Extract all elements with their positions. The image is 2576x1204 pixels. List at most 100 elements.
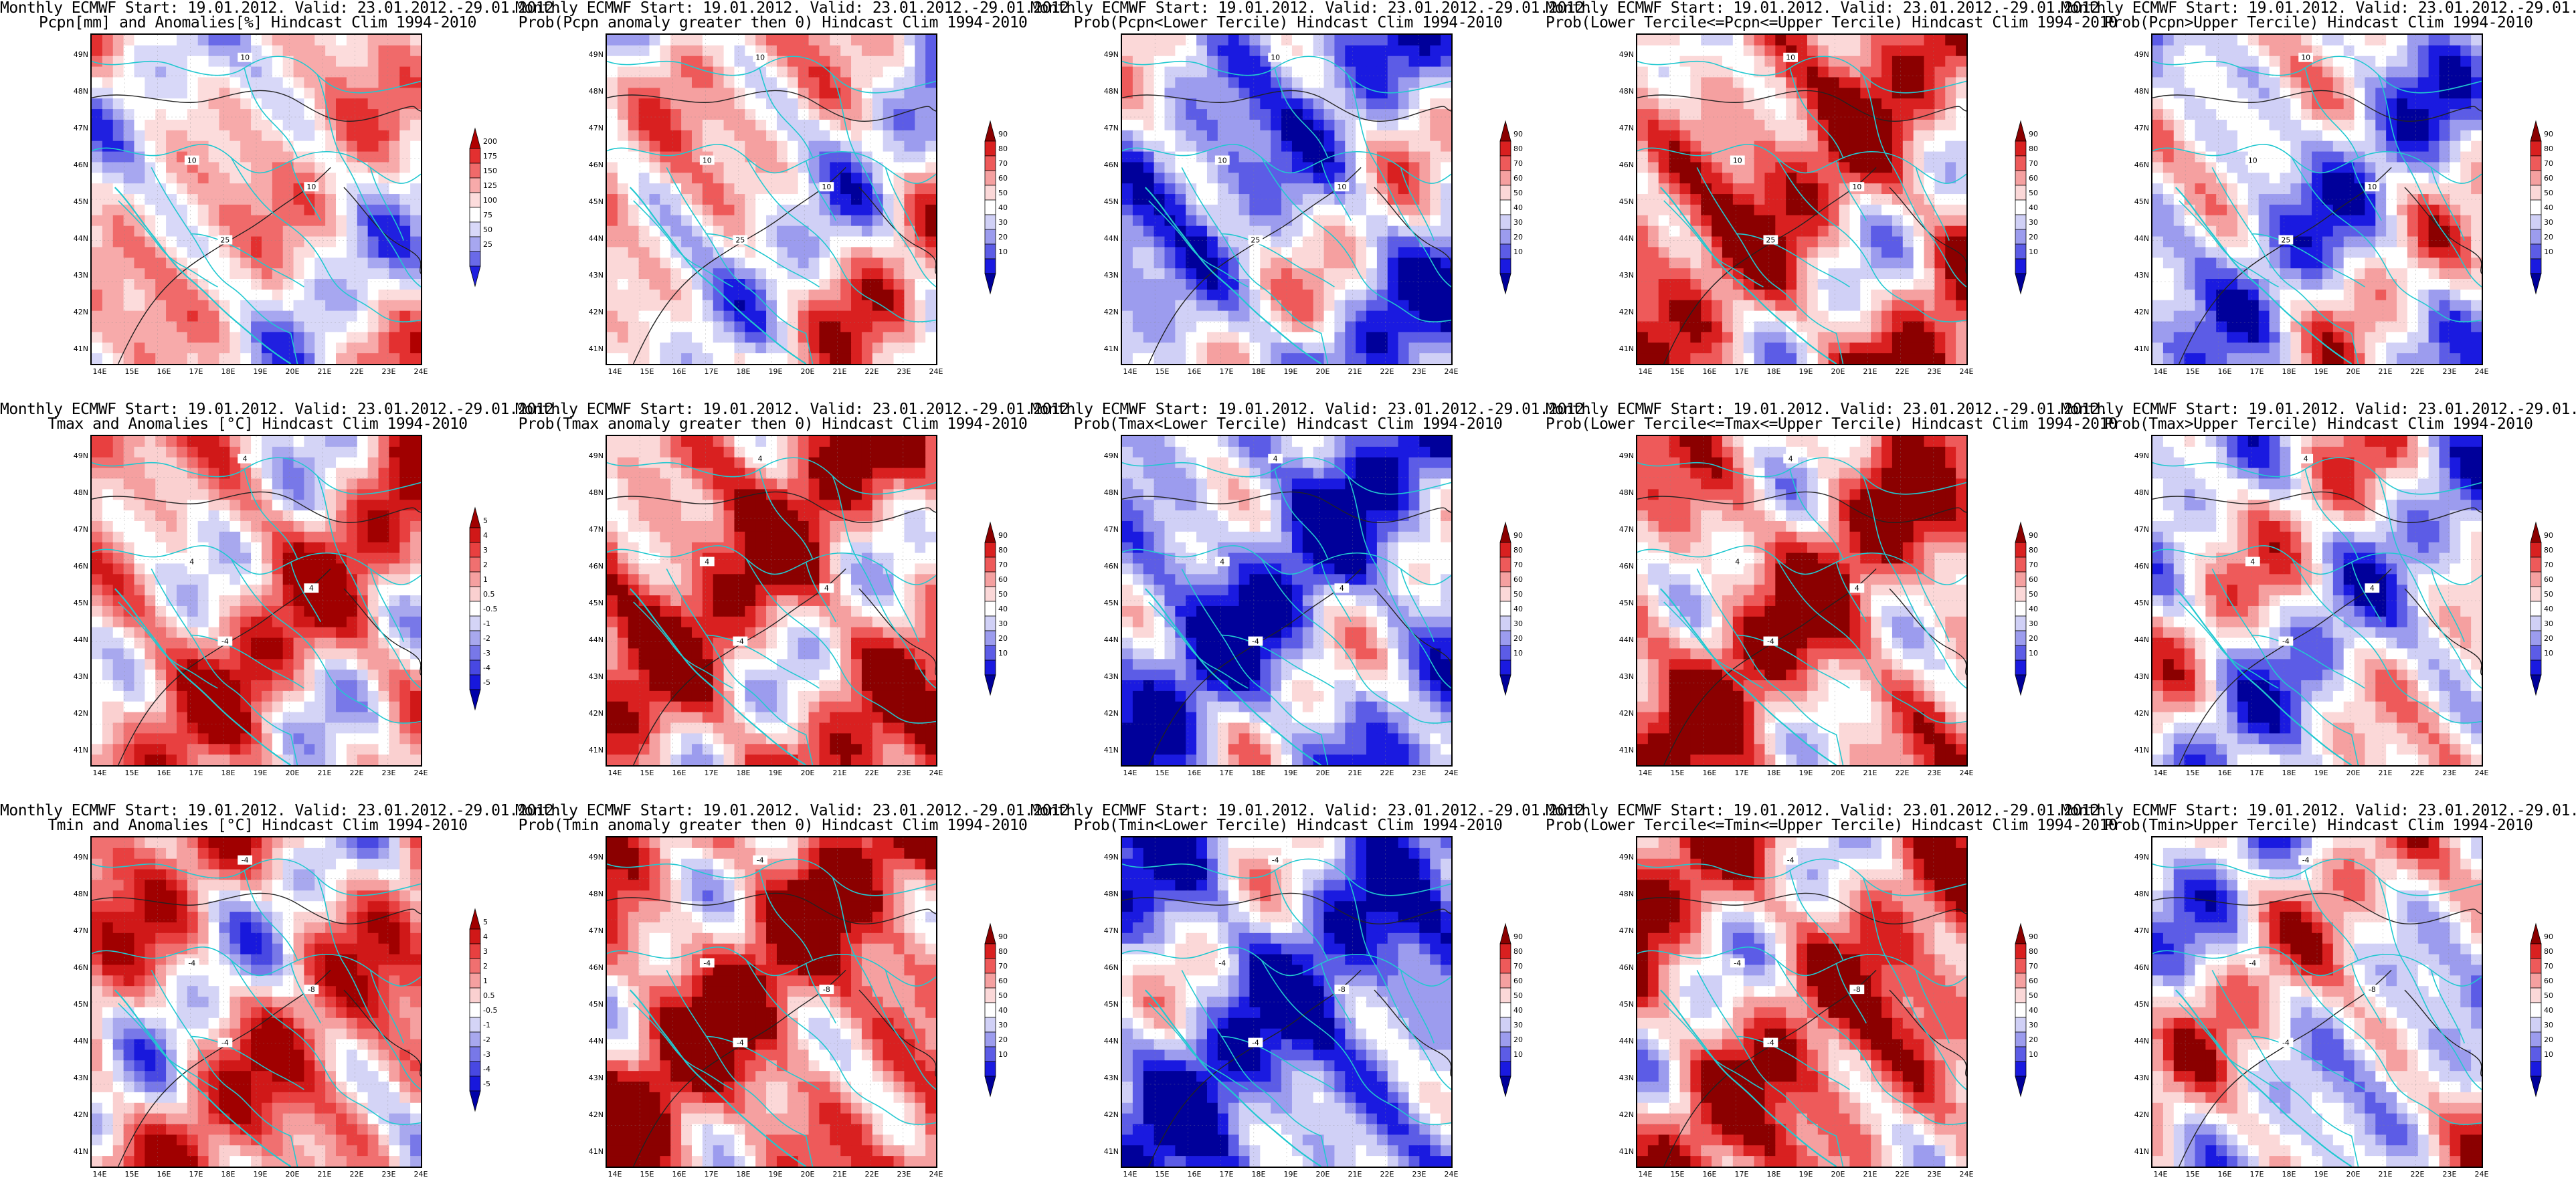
map-fill: -4 -4 -8 -4 (1637, 837, 1966, 1167)
contour-label: -4 (1730, 958, 1745, 967)
map-fill: 4 4 4 -4 (607, 436, 936, 765)
lat-tick-label: 46N (1619, 963, 1634, 972)
colorbar-swatch (2530, 185, 2542, 201)
lon-tick-label: 23E (2442, 367, 2457, 376)
lat-tick-label: 47N (588, 124, 604, 132)
colorbar-swatch (1499, 987, 1511, 1003)
lon-tick-label: 14E (92, 367, 107, 376)
colorbar-label: 20 (1513, 1035, 1523, 1044)
colorbar-label: 40 (1513, 203, 1523, 212)
colorbar-swatch (2015, 1046, 2027, 1062)
colorbar-label: 20 (2029, 1035, 2038, 1044)
lon-tick-label: 16E (157, 367, 171, 376)
lon-tick-label: 16E (1187, 769, 1202, 777)
lat-tick-label: 43N (1619, 672, 1634, 681)
colorbar-swatch (469, 630, 481, 646)
colorbar-label: 1 (483, 977, 488, 985)
colorbar-swatch (1499, 1017, 1511, 1033)
colorbar-label: 60 (2029, 977, 2038, 985)
colorbar-swatch (1499, 1002, 1511, 1018)
lat-tick-label: 44N (73, 635, 88, 644)
colorbar-swatch (469, 674, 481, 690)
lat-tick-label: 41N (1103, 344, 1119, 353)
colorbar-label: 90 (2544, 130, 2553, 138)
lon-tick-label: 18E (221, 769, 236, 777)
colorbar-label: 10 (1513, 649, 1523, 658)
lon-tick-label: 15E (124, 1170, 139, 1179)
contour-label: -4 (2278, 1037, 2294, 1047)
colorbar-swatch (2530, 557, 2542, 573)
lat-tick-label: 46N (1619, 562, 1634, 571)
colorbar-swatches (984, 521, 996, 696)
colorbar-label: 0.5 (483, 590, 495, 599)
colorbar-label: 70 (2544, 962, 2553, 971)
contour-label: 25 (2278, 235, 2294, 244)
colorbar-label: 70 (2029, 159, 2038, 168)
lat-tick-label: 48N (588, 488, 604, 497)
colorbar-swatch (2015, 273, 2027, 295)
colorbar-swatch (469, 908, 481, 930)
colorbar-label: 70 (2029, 962, 2038, 971)
colorbar-swatch (1499, 943, 1511, 959)
lon-tick-label: 19E (253, 1170, 268, 1179)
lon-tick-label: 22E (349, 1170, 364, 1179)
lon-tick-label: 15E (1670, 1170, 1685, 1179)
lat-tick-label: 43N (73, 672, 88, 681)
map-field: 4 4 4 -4 (1636, 435, 1968, 767)
colorbar-label: 70 (2544, 159, 2553, 168)
svg-text:10: 10 (1337, 183, 1346, 191)
lon-tick-label: 14E (1638, 1170, 1653, 1179)
colorbar-label: 90 (2029, 932, 2038, 941)
contour-label: 10 (1783, 52, 1799, 62)
colorbar-swatch (984, 140, 996, 157)
lon-tick-label: 22E (864, 1170, 879, 1179)
lat-tick-label: 47N (2134, 124, 2149, 132)
colorbar-swatch (984, 586, 996, 602)
panel-title-line2: Prob(Tmax<Lower Tercile) Hindcast Clim 1… (1073, 415, 1503, 433)
lon-tick-label: 20E (800, 1170, 815, 1179)
colorbar-swatch (2530, 630, 2542, 646)
lon-tick-label: 16E (1187, 1170, 1202, 1179)
lat-tick-label: 48N (73, 87, 88, 96)
lon-tick-label: 22E (1380, 769, 1394, 777)
lat-tick-label: 43N (2134, 271, 2149, 280)
contour-label: 10 (1214, 155, 1230, 165)
map-field: 10 10 10 25 (2151, 33, 2483, 365)
lat-tick-label: 43N (1103, 271, 1119, 280)
colorbar-swatch (469, 527, 481, 543)
colorbar-swatches (469, 908, 481, 1112)
lon-tick-label: 21E (317, 769, 332, 777)
lon-tick-label: 20E (285, 1170, 300, 1179)
colorbar-label: -5 (483, 1080, 490, 1088)
colorbar-swatches (2015, 521, 2027, 696)
lat-tick-label: 47N (2134, 926, 2149, 935)
colorbar-label: 80 (2029, 947, 2038, 956)
lon-tick-label: 24E (1959, 1170, 1974, 1179)
map-field: 10 10 10 25 (1121, 33, 1453, 365)
lon-tick-label: 20E (1831, 1170, 1845, 1179)
colorbar-label: 50 (1513, 991, 1523, 1000)
lat-tick-label: 44N (588, 635, 604, 644)
colorbar-label: 60 (2029, 575, 2038, 584)
colorbar-swatch (2015, 155, 2027, 171)
colorbar-label: 4 (483, 932, 488, 941)
colorbar-swatch (2015, 1076, 2027, 1098)
colorbar-swatch (1499, 601, 1511, 617)
colorbar-label: 20 (998, 634, 1008, 643)
lat-tick-label: 48N (2134, 87, 2149, 96)
contour-label: -4 (733, 1037, 748, 1047)
colorbar-label: 60 (1513, 174, 1523, 183)
colorbar-swatch (984, 243, 996, 260)
lon-tick-label: 16E (157, 769, 171, 777)
map-panel-pcpn-5: Monthly ECMWF Start: 19.01.2012. Valid: … (2061, 0, 2576, 401)
colorbar-label: 90 (1513, 531, 1523, 540)
colorbar-swatches (2530, 521, 2542, 696)
map-panel-pcpn-1: Monthly ECMWF Start: 19.01.2012. Valid: … (0, 0, 563, 401)
colorbar-swatches (2015, 922, 2027, 1098)
colorbar-swatch (1499, 521, 1511, 543)
lon-tick-label: 21E (2378, 1170, 2393, 1179)
lon-tick-label: 17E (189, 1170, 203, 1179)
colorbar-label: -5 (483, 678, 490, 687)
lat-tick-label: 45N (1619, 1000, 1634, 1009)
lat-tick-label: 45N (1103, 197, 1119, 206)
